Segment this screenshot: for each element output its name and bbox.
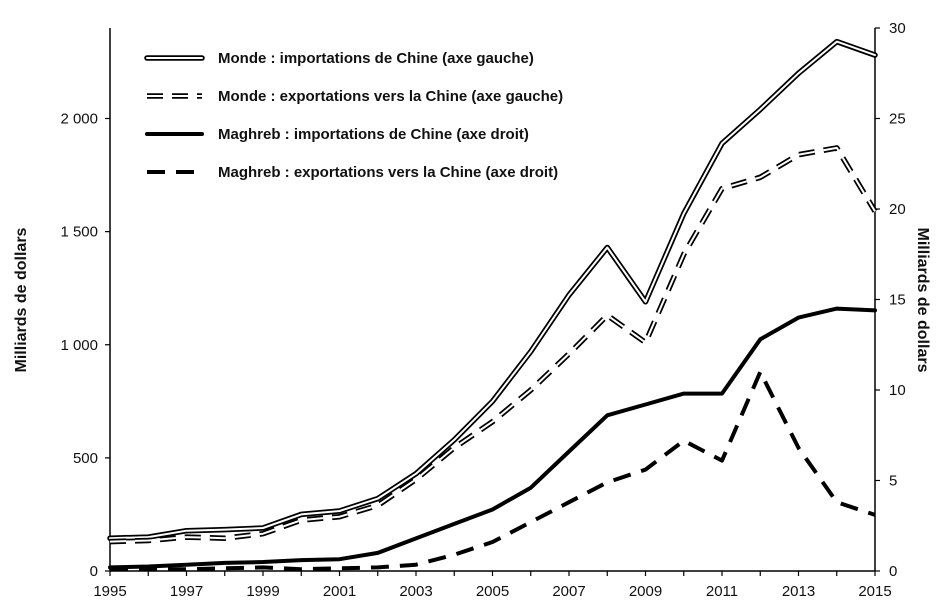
legend-item-3: Maghreb : importations de Chine (axe dro… (145, 126, 529, 143)
y-tick-label-right: 25 (889, 111, 906, 128)
x-tick-label: 2013 (782, 583, 815, 600)
x-tick-label: 2003 (399, 583, 432, 600)
y-tick-label-left: 1 000 (60, 337, 98, 354)
legend-label: Monde : exportations vers la Chine (axe … (218, 88, 563, 105)
series-line (110, 369, 876, 572)
y-tick-label-left: 1 500 (60, 224, 98, 241)
y-tick-label-right: 30 (889, 20, 906, 37)
x-tick-label: 2015 (858, 583, 891, 600)
x-tick-label: 2005 (476, 583, 509, 600)
series-lines (107, 38, 878, 572)
legend-label: Monde : importations de Chine (axe gauch… (218, 50, 534, 67)
x-tick-label: 2011 (706, 583, 738, 600)
legend-item-4: Maghreb : exportations vers la Chine (ax… (147, 164, 558, 181)
x-tick-label: 2001 (323, 583, 356, 600)
series-line-inner (109, 40, 876, 540)
series-1 (107, 38, 878, 541)
legend-label: Maghreb : exportations vers la Chine (ax… (218, 164, 558, 181)
series-4 (110, 369, 876, 572)
series-line (108, 306, 877, 570)
legend-item-2: Monde : exportations vers la Chine (axe … (147, 88, 563, 105)
x-tick-label: 1997 (170, 583, 203, 600)
y-tick-label-right: 0 (889, 563, 897, 580)
legend-label: Maghreb : importations de Chine (axe dro… (218, 126, 529, 143)
y-tick-label-right: 10 (889, 382, 906, 399)
y-tick-label-right: 15 (889, 292, 906, 309)
y-axis-title-left: Milliards de dollars (13, 227, 30, 372)
y-tick-label-right: 5 (889, 473, 897, 490)
x-tick-label: 2009 (629, 583, 662, 600)
legend: Monde : importations de Chine (axe gauch… (144, 50, 563, 181)
x-tick-label: 1999 (246, 583, 279, 600)
axes: 0 500 1 000 1 500 2 000 0 5 10 15 20 25 30 1995 1997 1… (60, 20, 905, 600)
series-2 (109, 145, 878, 545)
x-tick-label: 1995 (93, 583, 126, 600)
y-tick-label-right: 20 (889, 201, 906, 218)
y-tick-label-left: 500 (73, 450, 98, 467)
series-line-inner (109, 146, 876, 543)
x-tick-label: 2007 (552, 583, 585, 600)
series-line-outer (109, 145, 878, 545)
legend-item-1: Monde : importations de Chine (axe gauch… (144, 50, 534, 67)
y-tick-label-left: 0 (90, 563, 98, 580)
y-axis-title-right: Milliards de dollars (914, 228, 931, 373)
y-tick-label-left: 2 000 (60, 111, 98, 128)
series-line-outer (107, 38, 878, 541)
series-3 (108, 306, 877, 570)
